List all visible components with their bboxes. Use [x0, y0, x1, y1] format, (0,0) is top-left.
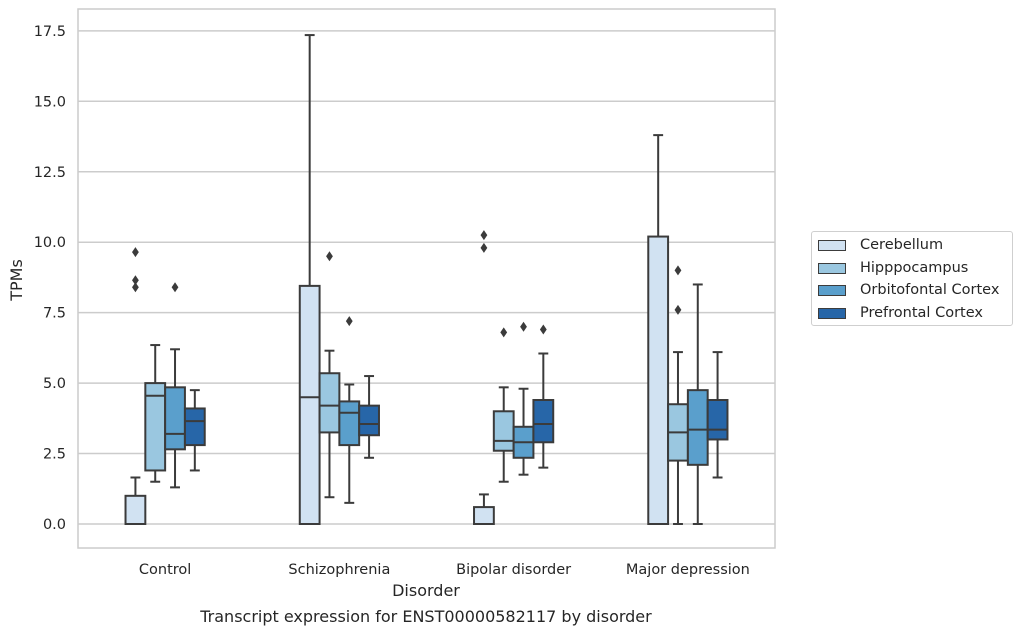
box-1-3	[358, 375, 380, 459]
outlier-point	[132, 275, 139, 286]
outlier-point	[674, 304, 682, 315]
box-2-0	[473, 230, 495, 526]
legend-label-cerebellum: Cerebellum	[860, 237, 944, 253]
x-tick-label: Schizophrenia	[288, 562, 390, 578]
box-iqr	[338, 400, 361, 447]
box-3-2	[686, 283, 709, 525]
legend-swatch-cerebellum	[818, 239, 846, 251]
legend-swatch-hippocampus	[818, 262, 846, 274]
y-tick-label: 0.0	[43, 517, 66, 533]
box-iqr	[706, 399, 729, 441]
legend: Cerebellum Hipppocampus Orbitofontal Cor…	[811, 231, 1013, 326]
outlier-point	[171, 282, 179, 293]
outlier-point	[539, 324, 547, 335]
box-1-1	[318, 251, 341, 499]
box-iqr	[532, 399, 555, 444]
box-iqr	[298, 284, 321, 525]
y-tick-label: 15.0	[34, 94, 66, 110]
tick-labels: 0.0 2.5 5.0 7.5 10.0 12.5 15.0 17.5 Control Schiz…	[34, 24, 750, 578]
outlier-point	[520, 321, 527, 332]
y-tick-label: 5.0	[43, 376, 66, 392]
outlier-point	[132, 282, 139, 293]
y-tick-label: 7.5	[43, 306, 66, 322]
legend-label-hippocampus: Hipppocampus	[860, 260, 969, 276]
box-0-0	[124, 247, 147, 526]
outlier-point	[480, 230, 488, 241]
outlier-point	[500, 327, 508, 338]
legend-swatch-orbitofrontal	[818, 284, 846, 296]
outlier-point	[345, 316, 353, 327]
x-tick-label: Bipolar disorder	[456, 562, 571, 578]
box-iqr	[318, 372, 341, 434]
legend-swatch-prefrontal	[818, 307, 846, 319]
x-tick-label: Control	[139, 562, 191, 578]
box-1-2	[338, 316, 361, 504]
box-2-1	[492, 327, 515, 483]
x-tick-label: Major depression	[626, 562, 750, 578]
legend-item-hippocampus: Hipppocampus	[818, 258, 968, 278]
box-1-0	[298, 34, 321, 525]
box-iqr	[183, 407, 206, 447]
plot-frame	[77, 8, 776, 549]
legend-item-prefrontal: Prefrontal Cortex	[818, 303, 983, 323]
legend-item-orbitofrontal: Orbitofontal Cortex	[818, 280, 999, 300]
y-tick-label: 12.5	[34, 165, 66, 181]
box-iqr	[686, 389, 709, 466]
legend-item-cerebellum: Cerebellum	[818, 235, 943, 255]
y-tick-label: 2.5	[43, 447, 66, 463]
box-3-0	[647, 134, 670, 525]
box-plots	[124, 34, 729, 526]
outlier-point	[674, 265, 682, 276]
outlier-point	[326, 251, 333, 262]
box-2-3	[532, 324, 555, 469]
outlier-point	[132, 247, 139, 258]
box-0-2	[164, 282, 186, 489]
box-iqr	[492, 410, 515, 452]
outlier-point	[480, 242, 488, 253]
box-2-2	[512, 321, 535, 476]
box-3-1	[667, 265, 689, 525]
box-iqr	[473, 506, 495, 526]
y-tick-label: 17.5	[34, 24, 66, 40]
legend-label-orbitofrontal: Orbitofontal Cortex	[860, 282, 1000, 298]
box-iqr	[647, 235, 670, 525]
chart-title: Transcript expression for ENST0000058211…	[199, 607, 652, 626]
box-iqr	[124, 494, 147, 526]
box-3-3	[706, 351, 729, 479]
box-0-1	[144, 344, 167, 483]
legend-label-prefrontal: Prefrontal Cortex	[860, 305, 983, 321]
box-0-3	[183, 389, 206, 472]
y-axis-label: TPMs	[7, 259, 26, 302]
box-iqr	[164, 386, 186, 451]
x-axis-label: Disorder	[392, 581, 460, 600]
box-iqr	[358, 404, 380, 437]
y-tick-label: 10.0	[34, 235, 66, 251]
